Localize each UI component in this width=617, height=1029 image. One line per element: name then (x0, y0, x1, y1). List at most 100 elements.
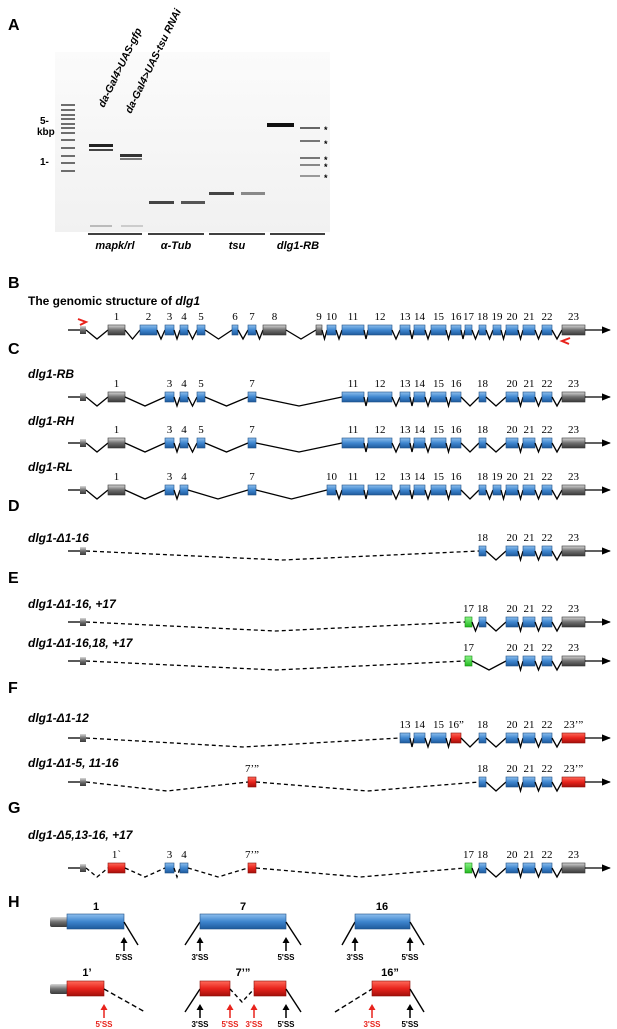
exon-label: 12 (375, 378, 386, 390)
group-label-mapk: mapk/rl (95, 240, 135, 252)
gel-panel: 5- kbp 1- da-Gal4>UAS-gfp da-Gal4>UAS-ts… (37, 6, 330, 252)
exon-16pp-cryptic-intron (334, 988, 373, 1013)
exon-label: 14 (414, 471, 426, 483)
forward-primer-arrow (77, 318, 89, 326)
exon-label: 14 (414, 378, 426, 390)
intron-line (85, 621, 466, 632)
intron-line (534, 550, 543, 562)
exon-10-block (326, 324, 337, 336)
exon-label: 11 (348, 378, 359, 390)
exon-label: 16 (451, 378, 463, 390)
exon-16-block (450, 391, 462, 403)
intron-line (551, 396, 563, 408)
exon-7-block (247, 862, 257, 874)
exon-label: 23 (568, 849, 580, 861)
deletion-name-d1-16-17: dlg1-Δ1-16, +17 (28, 597, 117, 611)
exon-label: 18 (477, 603, 489, 615)
exon-label: 12 (375, 311, 386, 323)
exon-18-block (478, 862, 487, 874)
exon-label: 20 (507, 719, 519, 731)
exon-label: 12 (375, 471, 386, 483)
exon-19-block (492, 324, 502, 336)
band-star-4: * (324, 162, 328, 172)
intron-line (551, 621, 563, 633)
intron-line (85, 550, 480, 561)
exon-1-block (66, 913, 125, 930)
intron-line (471, 867, 480, 879)
exon-0-block (80, 778, 86, 786)
intron-line (124, 329, 141, 341)
splice-site-label: 3'SS (191, 1020, 209, 1029)
exon-14-block (413, 437, 426, 449)
intron-line (124, 489, 166, 500)
exon-21-block (522, 776, 536, 788)
exon-label: 15 (433, 311, 445, 323)
exon-13-block (399, 437, 411, 449)
intron-line (485, 396, 507, 407)
intron-line (335, 489, 343, 502)
exon-label: 13 (400, 424, 412, 436)
ladder-label-5kb: 5- (40, 116, 49, 127)
exon-20-block (505, 616, 519, 628)
exon-16-block (450, 324, 462, 336)
deletion-name-d1-16: dlg1-Δ1-16 (28, 531, 89, 545)
intron-line (255, 396, 343, 407)
exon-label: 21 (524, 471, 535, 483)
exon-22-block (541, 391, 553, 403)
intron-line (551, 781, 563, 793)
exon-17-block (464, 324, 473, 336)
band-star-2: * (324, 139, 328, 149)
exon-17-block (464, 862, 473, 874)
intron-line (534, 660, 543, 672)
exon-12-block (367, 391, 393, 403)
exon-label: 14 (414, 424, 426, 436)
exon-16-block (354, 913, 411, 930)
intron-line (500, 489, 507, 502)
splice-site-label: 3'SS (363, 1020, 381, 1029)
exon-label: 20 (507, 642, 519, 654)
splice-site-arrows-bottom: 5'SS 3'SS 5'SS 3'SS 5'SS 3'SS 5'SS (95, 1004, 419, 1029)
exon-22-block (541, 732, 553, 744)
intron-line (551, 329, 563, 341)
intron-line (409, 329, 415, 340)
exon-0-block (80, 657, 86, 665)
exon-label: 18 (477, 719, 489, 731)
intron-line (204, 329, 233, 340)
splice-site-label: 3'SS (346, 953, 364, 962)
intron-line (204, 396, 249, 407)
exon-22-block (541, 776, 553, 788)
exon-16pp-block (371, 980, 411, 997)
exon-23-block (561, 776, 586, 788)
exon-21-block (522, 391, 536, 403)
intron-line (471, 621, 480, 633)
exon-label: 17 (463, 311, 475, 323)
intron-line (409, 489, 415, 500)
exon-label: 21 (524, 763, 535, 775)
intron-line (124, 396, 166, 407)
exon-1-block (107, 391, 126, 403)
intron-line (445, 442, 452, 455)
exon-label: 11 (348, 471, 359, 483)
exon-label: 22 (542, 603, 553, 615)
intron-line (460, 329, 466, 340)
exon-label: 5 (198, 378, 204, 390)
exon-label: 15 (433, 471, 445, 483)
exon-5-block (196, 437, 206, 449)
exon-label: 20 (507, 378, 519, 390)
exon-10-block (326, 484, 337, 496)
intron-line (517, 621, 524, 634)
exon-14-block (413, 484, 426, 496)
exon-23-block (561, 324, 586, 336)
track-dlg1-rl: 1 3 4 7 10 11 12 13 14 15 16 18 19 20 21 22 23 (68, 471, 611, 502)
exon-label: 20 (507, 849, 519, 861)
intron-line (255, 442, 343, 453)
exon-15-block (430, 391, 447, 403)
exon-8-block (262, 324, 287, 336)
intron-line (551, 489, 563, 501)
intron-line (173, 396, 181, 409)
exon-21-block (522, 655, 536, 667)
exon-20-block (505, 862, 519, 874)
intron-line (391, 329, 401, 341)
exon-label: 18 (477, 311, 489, 323)
exon-1prime-cryptic-intron (103, 988, 146, 1013)
